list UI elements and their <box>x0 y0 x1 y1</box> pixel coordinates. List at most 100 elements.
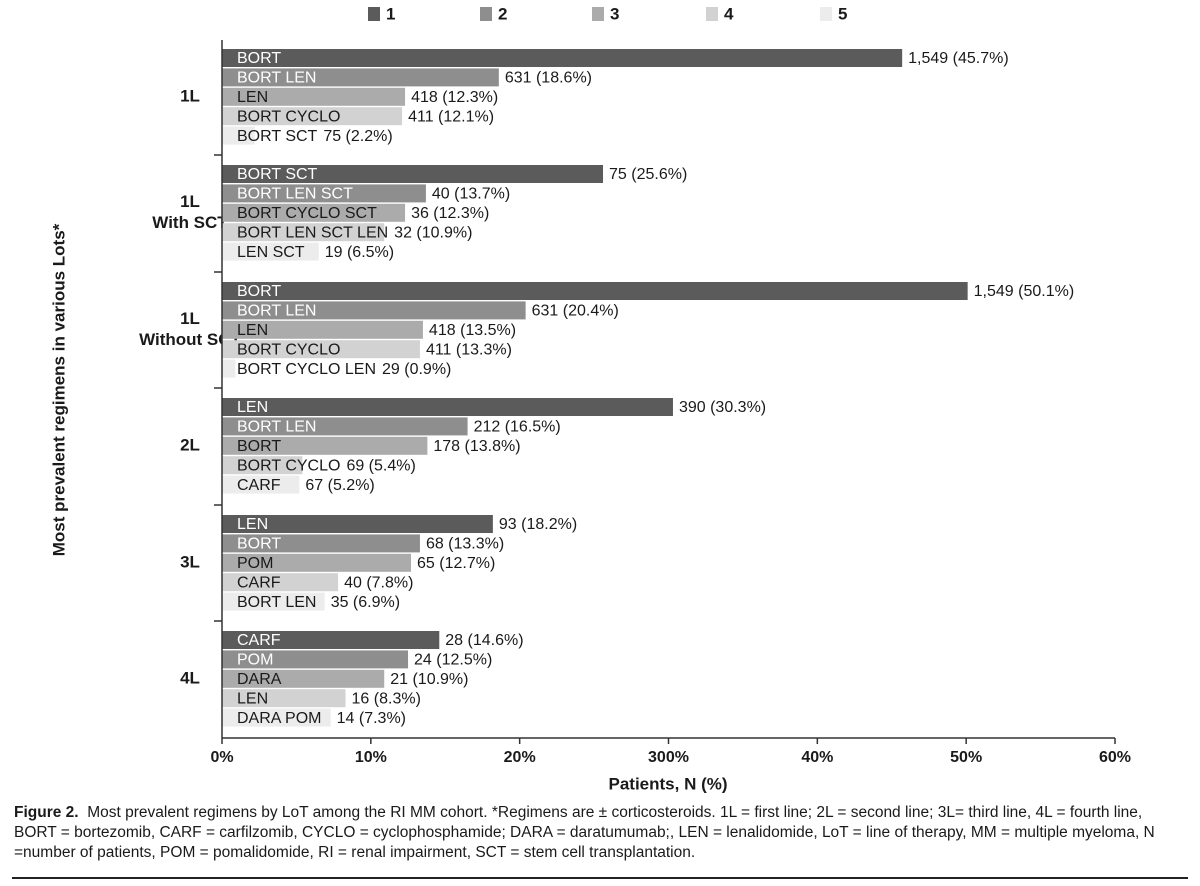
bar-label: LEN <box>237 399 268 416</box>
bar <box>222 126 255 145</box>
x-tick-label: 50% <box>950 749 982 766</box>
bar <box>222 669 385 688</box>
bar-label: BORT <box>237 50 281 67</box>
legend-label: 4 <box>724 4 734 23</box>
bar-label: LEN SCT <box>237 244 305 261</box>
value-label: 1,549 (45.7%) <box>908 50 1009 67</box>
legend-label: 3 <box>610 4 619 23</box>
bar <box>222 282 968 300</box>
bar <box>222 592 325 611</box>
value-label: 24 (12.5%) <box>414 652 492 669</box>
bar-label: DARA <box>237 671 282 688</box>
category-label: 4L <box>180 668 200 687</box>
legend-swatch <box>706 7 718 21</box>
bar <box>222 359 236 378</box>
value-label: 21 (10.9%) <box>390 671 468 688</box>
bar <box>222 49 903 67</box>
legend-swatch <box>368 7 380 21</box>
value-label: 68 (13.3%) <box>426 536 504 553</box>
category-label: 2L <box>180 435 200 454</box>
bar-label: BORT SCT <box>237 166 318 183</box>
bar <box>222 534 420 553</box>
value-label: 631 (18.6%) <box>505 70 592 87</box>
x-tick-label: 60% <box>1099 749 1131 766</box>
bar <box>222 553 412 572</box>
bar <box>222 320 423 339</box>
bar-label: BORT SCT <box>237 128 318 145</box>
value-label: 411 (13.3%) <box>426 341 512 358</box>
bar-label: BORT <box>237 283 281 300</box>
bar-label: CARF <box>237 632 281 649</box>
bar <box>222 417 468 436</box>
y-axis-title: Most prevalent regimens in various Lots* <box>49 223 68 556</box>
bar-label: BORT LEN SCT LEN <box>237 224 388 241</box>
bar <box>222 515 493 533</box>
value-label: 40 (13.7%) <box>432 186 510 203</box>
bar <box>222 242 319 261</box>
bar <box>222 708 331 727</box>
bar-label: BORT LEN SCT <box>237 186 353 203</box>
bar-label: BORT LEN <box>237 303 316 320</box>
bar-label: LEN <box>237 322 268 339</box>
bar <box>222 184 426 203</box>
category-label: 1L With SCT <box>152 192 228 232</box>
bar <box>222 475 300 494</box>
value-label: 75 (25.6%) <box>609 166 687 183</box>
legend-label: 1 <box>386 4 395 23</box>
value-label: 14 (7.3%) <box>337 710 406 727</box>
value-label: 631 (20.4%) <box>532 303 619 320</box>
bar-label: BORT <box>237 536 281 553</box>
value-label: 36 (12.3%) <box>411 205 489 222</box>
value-label: 390 (30.3%) <box>679 399 766 416</box>
bar <box>222 398 673 416</box>
caption-text: Most prevalent regimens by LoT among the… <box>14 804 1155 861</box>
value-label: 35 (6.9%) <box>331 594 400 611</box>
bar <box>222 165 604 183</box>
rule <box>12 877 1188 879</box>
bar-label: BORT LEN <box>237 70 316 87</box>
value-label: 65 (12.7%) <box>417 555 495 572</box>
bar <box>222 203 406 222</box>
legend-label: 2 <box>498 4 507 23</box>
value-label: 16 (8.3%) <box>352 690 421 707</box>
bar <box>222 223 385 242</box>
bar-label: LEN <box>237 516 268 533</box>
bar-label: BORT CYCLO SCT <box>237 205 377 222</box>
figure-label: Figure 2. <box>14 804 79 821</box>
legend-swatch <box>820 7 832 21</box>
bar-label: LEN <box>237 89 268 106</box>
category-label: 1L <box>180 86 200 105</box>
value-label: 29 (0.9%) <box>382 361 451 378</box>
value-label: 32 (10.9%) <box>394 224 472 241</box>
category-label: 1L Without SCT <box>139 309 241 349</box>
value-label: 418 (13.5%) <box>429 322 516 339</box>
value-label: 28 (14.6%) <box>445 632 523 649</box>
value-label: 69 (5.4%) <box>346 457 415 474</box>
bar-label: CARF <box>237 574 281 591</box>
bar-label: BORT CYCLO <box>237 457 340 474</box>
value-label: 40 (7.8%) <box>344 574 413 591</box>
bar-label: DARA POM <box>237 710 321 727</box>
value-label: 75 (2.2%) <box>323 128 392 145</box>
category-label: 3L <box>180 552 200 571</box>
bar-label: BORT CYCLO <box>237 108 340 125</box>
bar-label: BORT CYCLO <box>237 341 340 358</box>
x-tick-label: 40% <box>801 749 833 766</box>
bar-label: LEN <box>237 690 268 707</box>
value-label: 93 (18.2%) <box>499 516 577 533</box>
legend-swatch <box>592 7 604 21</box>
legend-label: 5 <box>838 4 847 23</box>
bar-label: POM <box>237 555 273 572</box>
bar <box>222 650 409 669</box>
bar <box>222 573 339 592</box>
value-label: 178 (13.8%) <box>433 438 520 455</box>
x-tick-label: 300% <box>648 749 689 766</box>
x-tick-label: 10% <box>355 749 387 766</box>
bar <box>222 689 346 708</box>
bar <box>222 456 303 475</box>
bar-label: BORT <box>237 438 281 455</box>
bar <box>222 436 428 455</box>
bar <box>222 107 403 126</box>
bar <box>222 340 420 359</box>
